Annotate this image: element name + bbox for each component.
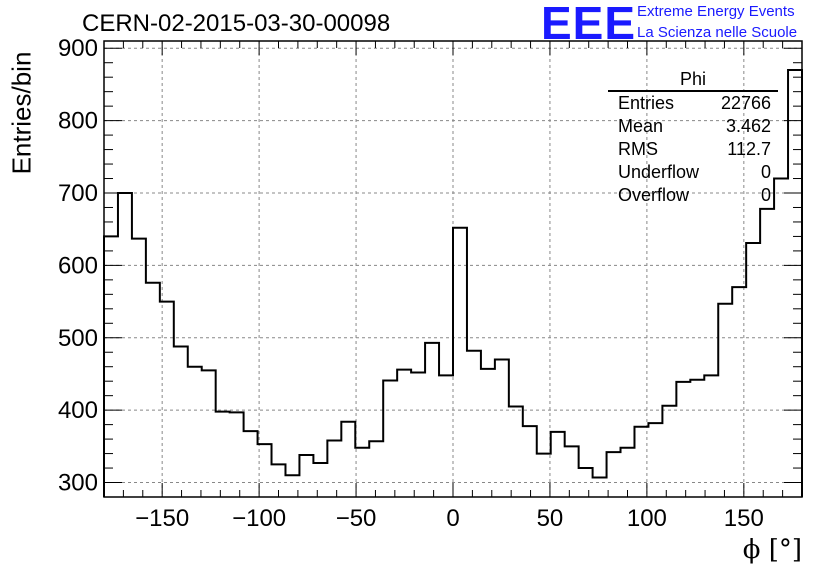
y-tick-label: 700: [58, 180, 98, 207]
run-title: CERN-02-2015-03-30-00098: [82, 10, 391, 37]
histogram-bin: [425, 343, 439, 497]
histogram-bin: [662, 406, 676, 497]
y-tick-label: 900: [58, 35, 98, 62]
histogram-bin: [341, 422, 355, 497]
histogram-bin: [132, 239, 146, 497]
x-tick-label: −50: [336, 505, 377, 532]
histogram-bin: [565, 446, 579, 497]
x-axis-label: ϕ [°]: [742, 535, 802, 565]
histogram-bin: [118, 193, 132, 497]
stats-row: Mean 3.462: [608, 115, 778, 138]
x-tick-label: 100: [627, 505, 667, 532]
stats-row: Entries 22766: [608, 92, 778, 115]
histogram-bin: [327, 441, 341, 497]
stats-label: Overflow: [618, 185, 690, 205]
histogram-bin: [537, 454, 551, 497]
histogram-bin: [593, 477, 607, 497]
histogram-bin: [355, 448, 369, 497]
stats-label: RMS: [618, 139, 658, 159]
histogram-bin: [648, 423, 662, 497]
histogram-bin: [704, 375, 718, 497]
histogram-bin: [495, 359, 509, 497]
x-tick-label: 50: [537, 505, 564, 532]
y-tick-label: 300: [58, 470, 98, 497]
histogram-bin: [299, 455, 313, 497]
histogram-bin: [523, 426, 537, 497]
stats-label: Underflow: [618, 162, 700, 182]
histogram-bin: [188, 367, 202, 497]
histogram-bin: [397, 370, 411, 497]
stats-box: Phi Entries 22766 Mean 3.462 RMS 112.7 U…: [608, 68, 778, 207]
x-tick-label: −100: [232, 505, 286, 532]
histogram-bin: [551, 432, 565, 497]
stats-title: Phi: [608, 68, 778, 92]
histogram-bin: [509, 407, 523, 497]
histogram-bin: [244, 431, 258, 497]
histogram-bin: [411, 373, 425, 497]
histogram-bin: [313, 463, 327, 497]
y-tick-label: 500: [58, 325, 98, 352]
histogram-bin: [718, 304, 732, 497]
histogram-bin: [439, 375, 453, 497]
stats-row: Overflow 0: [608, 184, 778, 207]
histogram-bin: [453, 228, 467, 497]
histogram-bin: [383, 380, 397, 497]
y-tick-label: 800: [58, 108, 98, 135]
histogram-bin: [174, 346, 188, 497]
plot-frame: [103, 40, 803, 498]
histogram-bin: [258, 444, 272, 497]
x-tick-label: 0: [446, 505, 459, 532]
histogram-bin: [230, 412, 244, 497]
histogram-bin: [216, 412, 230, 497]
y-axis-label: Entries/bin: [6, 51, 37, 175]
histogram-bin: [760, 209, 774, 497]
histogram-bin: [285, 475, 299, 497]
stats-value: 3.462: [725, 116, 771, 136]
histogram-bin: [746, 243, 760, 497]
histogram-bin: [467, 351, 481, 497]
y-tick-label: 600: [58, 252, 98, 279]
stats-row: Underflow 0: [608, 161, 778, 184]
stats-value: 0: [760, 162, 771, 182]
x-tick-label: −150: [135, 505, 189, 532]
histogram-bin: [146, 283, 160, 497]
stats-label: Mean: [618, 116, 664, 136]
histogram-bin: [202, 370, 216, 497]
histogram-bin: [788, 70, 802, 497]
stats-value: 0: [760, 185, 771, 205]
histogram-bin: [676, 382, 690, 497]
histogram-bin: [690, 380, 704, 497]
histogram-bin: [621, 448, 635, 497]
histogram-bin: [369, 441, 383, 497]
histogram-bin: [634, 427, 648, 497]
stats-label: Entries: [618, 93, 675, 113]
eee-logo: EEE: [541, 0, 637, 49]
logo-text-line2: La Scienza nelle Scuole: [637, 24, 798, 41]
stats-row: RMS 112.7: [608, 138, 778, 161]
histogram-series-line: [103, 68, 803, 497]
stats-value: 22766: [720, 93, 771, 113]
histogram-bin: [607, 452, 621, 497]
y-tick-label: 400: [58, 397, 98, 424]
x-tick-label: 150: [724, 505, 764, 532]
logo-text-line1: Extreme Energy Events: [637, 3, 795, 20]
histogram-bin: [481, 369, 495, 497]
stats-value: 112.7: [727, 139, 771, 159]
